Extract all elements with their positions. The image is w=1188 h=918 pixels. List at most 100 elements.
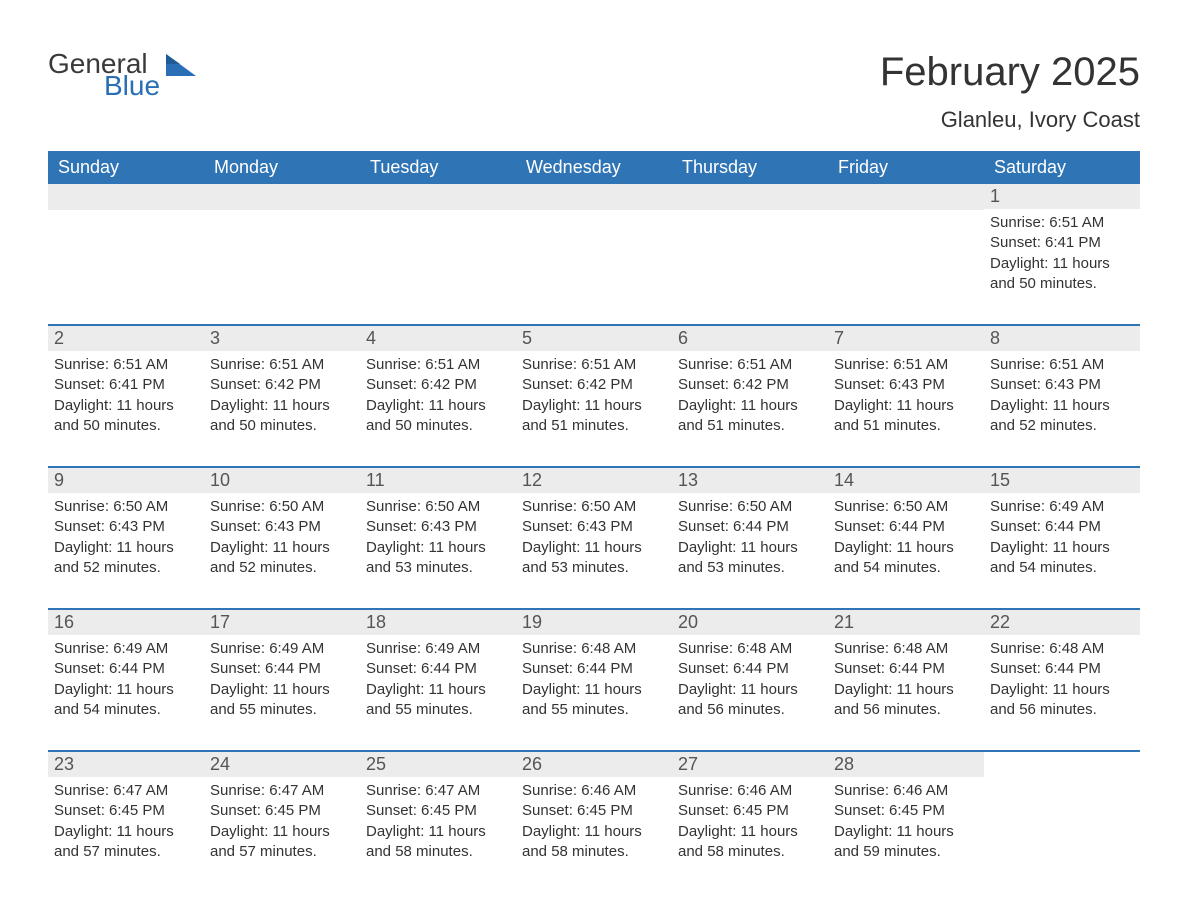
day-detail: Sunrise: 6:49 AMSunset: 6:44 PMDaylight:… xyxy=(54,639,198,720)
day-detail: Sunrise: 6:51 AMSunset: 6:42 PMDaylight:… xyxy=(210,355,354,436)
day-cell: 23 Sunrise: 6:47 AMSunset: 6:45 PMDayligh… xyxy=(48,752,204,866)
day-cell xyxy=(204,184,360,298)
day-cell: 19Sunrise: 6:48 AMSunset: 6:44 PMDayligh… xyxy=(516,610,672,724)
day-number: 22 xyxy=(984,610,1140,635)
day-detail: Sunrise: 6:50 AMSunset: 6:43 PMDaylight:… xyxy=(210,497,354,578)
day-cell: 18Sunrise: 6:49 AMSunset: 6:44 PMDayligh… xyxy=(360,610,516,724)
day-cell: 1 Sunrise: 6:51 AMSunset: 6:41 PMDaylight… xyxy=(984,184,1140,298)
day-number: 13 xyxy=(672,468,828,493)
day-number: 9 xyxy=(48,468,204,493)
day-number xyxy=(516,184,672,210)
week-row: 16Sunrise: 6:49 AMSunset: 6:44 PMDayligh… xyxy=(48,608,1140,724)
day-detail: Sunrise: 6:47 AMSunset: 6:45 PMDaylight:… xyxy=(366,781,510,862)
weekday-header-cell: Monday xyxy=(204,151,360,184)
month-title: February 2025 xyxy=(880,50,1140,95)
day-number: 3 xyxy=(204,326,360,351)
calendar: SundayMondayTuesdayWednesdayThursdayFrid… xyxy=(48,151,1140,866)
day-cell xyxy=(360,184,516,298)
weekday-header-cell: Wednesday xyxy=(516,151,672,184)
day-cell: 6 Sunrise: 6:51 AMSunset: 6:42 PMDaylight… xyxy=(672,326,828,440)
day-number: 6 xyxy=(672,326,828,351)
day-cell: 2 Sunrise: 6:51 AMSunset: 6:41 PMDaylight… xyxy=(48,326,204,440)
day-detail: Sunrise: 6:46 AMSunset: 6:45 PMDaylight:… xyxy=(678,781,822,862)
day-cell: 21 Sunrise: 6:48 AMSunset: 6:44 PMDayligh… xyxy=(828,610,984,724)
day-detail: Sunrise: 6:48 AMSunset: 6:44 PMDaylight:… xyxy=(678,639,822,720)
day-number: 5 xyxy=(516,326,672,351)
day-cell: 12 Sunrise: 6:50 AMSunset: 6:43 PMDayligh… xyxy=(516,468,672,582)
day-detail: Sunrise: 6:49 AMSunset: 6:44 PMDaylight:… xyxy=(366,639,510,720)
weekday-header-cell: Friday xyxy=(828,151,984,184)
day-cell xyxy=(516,184,672,298)
day-cell: 11Sunrise: 6:50 AMSunset: 6:43 PMDayligh… xyxy=(360,468,516,582)
day-detail: Sunrise: 6:46 AMSunset: 6:45 PMDaylight:… xyxy=(834,781,978,862)
day-cell: 10Sunrise: 6:50 AMSunset: 6:43 PMDayligh… xyxy=(204,468,360,582)
day-cell: 7 Sunrise: 6:51 AMSunset: 6:43 PMDaylight… xyxy=(828,326,984,440)
day-cell: 4Sunrise: 6:51 AMSunset: 6:42 PMDaylight… xyxy=(360,326,516,440)
day-cell xyxy=(984,752,1140,866)
day-number: 2 xyxy=(48,326,204,351)
brand-logo: General Blue xyxy=(48,50,196,100)
day-detail: Sunrise: 6:51 AMSunset: 6:43 PMDaylight:… xyxy=(834,355,978,436)
day-number: 7 xyxy=(828,326,984,351)
day-cell xyxy=(828,184,984,298)
day-cell: 15 Sunrise: 6:49 AMSunset: 6:44 PMDayligh… xyxy=(984,468,1140,582)
day-number: 19 xyxy=(516,610,672,635)
day-cell: 28 Sunrise: 6:46 AMSunset: 6:45 PMDayligh… xyxy=(828,752,984,866)
weekday-header-row: SundayMondayTuesdayWednesdayThursdayFrid… xyxy=(48,151,1140,184)
day-cell: 3 Sunrise: 6:51 AMSunset: 6:42 PMDaylight… xyxy=(204,326,360,440)
day-number: 1 xyxy=(984,184,1140,209)
day-detail: Sunrise: 6:50 AMSunset: 6:44 PMDaylight:… xyxy=(678,497,822,578)
day-detail: Sunrise: 6:47 AMSunset: 6:45 PMDaylight:… xyxy=(54,781,198,862)
day-number: 28 xyxy=(828,752,984,777)
day-cell: 24 Sunrise: 6:47 AMSunset: 6:45 PMDayligh… xyxy=(204,752,360,866)
day-number xyxy=(672,184,828,210)
day-cell: 5 Sunrise: 6:51 AMSunset: 6:42 PMDaylight… xyxy=(516,326,672,440)
weekday-header-cell: Thursday xyxy=(672,151,828,184)
day-cell: 9 Sunrise: 6:50 AMSunset: 6:43 PMDaylight… xyxy=(48,468,204,582)
weeks-container: 1 Sunrise: 6:51 AMSunset: 6:41 PMDaylight… xyxy=(48,184,1140,866)
day-cell: 13 Sunrise: 6:50 AMSunset: 6:44 PMDayligh… xyxy=(672,468,828,582)
day-detail: Sunrise: 6:46 AMSunset: 6:45 PMDaylight:… xyxy=(522,781,666,862)
day-number: 16 xyxy=(48,610,204,635)
header-row: General Blue February 2025 Glanleu, Ivor… xyxy=(48,50,1140,133)
day-number: 11 xyxy=(360,468,516,493)
day-detail: Sunrise: 6:50 AMSunset: 6:43 PMDaylight:… xyxy=(522,497,666,578)
day-number: 17 xyxy=(204,610,360,635)
day-number: 25 xyxy=(360,752,516,777)
day-detail: Sunrise: 6:49 AMSunset: 6:44 PMDaylight:… xyxy=(990,497,1134,578)
day-detail: Sunrise: 6:51 AMSunset: 6:42 PMDaylight:… xyxy=(678,355,822,436)
day-cell: 17 Sunrise: 6:49 AMSunset: 6:44 PMDayligh… xyxy=(204,610,360,724)
weekday-header-cell: Tuesday xyxy=(360,151,516,184)
day-number: 15 xyxy=(984,468,1140,493)
day-cell: 25 Sunrise: 6:47 AMSunset: 6:45 PMDayligh… xyxy=(360,752,516,866)
day-number: 24 xyxy=(204,752,360,777)
day-number xyxy=(360,184,516,210)
day-detail: Sunrise: 6:47 AMSunset: 6:45 PMDaylight:… xyxy=(210,781,354,862)
day-cell: 20Sunrise: 6:48 AMSunset: 6:44 PMDayligh… xyxy=(672,610,828,724)
weekday-header-cell: Sunday xyxy=(48,151,204,184)
day-cell: 14Sunrise: 6:50 AMSunset: 6:44 PMDayligh… xyxy=(828,468,984,582)
week-row: 23Sunrise: 6:47 AMSunset: 6:45 PMDayligh… xyxy=(48,750,1140,866)
day-cell: 8Sunrise: 6:51 AMSunset: 6:43 PMDaylight… xyxy=(984,326,1140,440)
day-detail: Sunrise: 6:50 AMSunset: 6:43 PMDaylight:… xyxy=(54,497,198,578)
day-number: 21 xyxy=(828,610,984,635)
location-label: Glanleu, Ivory Coast xyxy=(880,107,1140,133)
day-number: 26 xyxy=(516,752,672,777)
brand-text: General Blue xyxy=(48,50,160,100)
day-detail: Sunrise: 6:49 AMSunset: 6:44 PMDaylight:… xyxy=(210,639,354,720)
day-detail: Sunrise: 6:51 AMSunset: 6:41 PMDaylight:… xyxy=(54,355,198,436)
day-detail: Sunrise: 6:48 AMSunset: 6:44 PMDaylight:… xyxy=(834,639,978,720)
week-row: 9Sunrise: 6:50 AMSunset: 6:43 PMDaylight… xyxy=(48,466,1140,582)
day-number xyxy=(984,752,1140,778)
day-cell: 22 Sunrise: 6:48 AMSunset: 6:44 PMDayligh… xyxy=(984,610,1140,724)
day-cell xyxy=(672,184,828,298)
day-detail: Sunrise: 6:51 AMSunset: 6:42 PMDaylight:… xyxy=(522,355,666,436)
day-detail: Sunrise: 6:51 AMSunset: 6:41 PMDaylight:… xyxy=(990,213,1134,294)
day-number: 12 xyxy=(516,468,672,493)
day-number: 27 xyxy=(672,752,828,777)
day-detail: Sunrise: 6:50 AMSunset: 6:44 PMDaylight:… xyxy=(834,497,978,578)
day-cell: 16 Sunrise: 6:49 AMSunset: 6:44 PMDayligh… xyxy=(48,610,204,724)
day-number xyxy=(828,184,984,210)
day-number: 23 xyxy=(48,752,204,777)
day-detail: Sunrise: 6:48 AMSunset: 6:44 PMDaylight:… xyxy=(990,639,1134,720)
